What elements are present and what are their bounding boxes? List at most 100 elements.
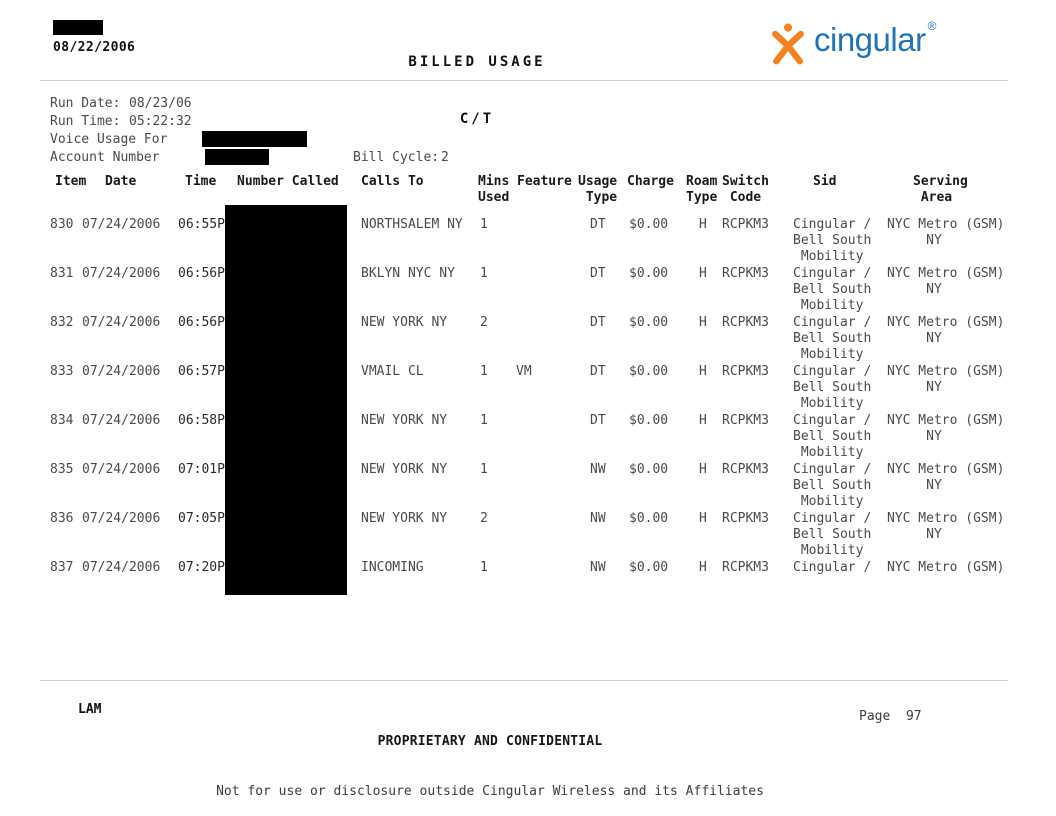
cell-roam-type: H [699, 266, 707, 281]
cell-usage-type: DT [590, 315, 606, 330]
report-date: 08/22/2006 [53, 40, 136, 55]
redaction-bar-header [53, 20, 103, 35]
cell-switch-code: RCPKM3 [722, 560, 769, 575]
cingular-logo: cingular ® [768, 18, 936, 66]
cell-sid: Cingular / Bell South Mobility [793, 511, 872, 558]
cell-calls-to: VMAIL CL [361, 364, 424, 379]
cell-mins-used: 1 [480, 413, 488, 428]
footer-initials: LAM [78, 702, 102, 717]
col-header-usage-type: Usage Type [578, 174, 618, 205]
cell-sid: Cingular / Bell South Mobility [793, 266, 872, 313]
bill-cycle-label: Bill Cycle: [353, 150, 440, 165]
cell-sid: Cingular / [793, 560, 872, 575]
cell-serving-area: NYC Metro (GSM) NY [887, 462, 1005, 493]
cell-time: 06:55P [178, 217, 225, 232]
col-header-calls-to: Calls To [361, 174, 424, 189]
cell-usage-type: NW [590, 462, 606, 477]
cell-mins-used: 2 [480, 315, 488, 330]
confidentiality-title: PROPRIETARY AND CONFIDENTIAL [377, 734, 603, 749]
cell-date: 07/24/2006 [82, 315, 161, 330]
cell-mins-used: 1 [480, 217, 488, 232]
cell-calls-to: BKLYN NYC NY [361, 266, 455, 281]
cell-calls-to: NEW YORK NY [361, 413, 448, 428]
confidentiality-line1: Not for use or disclosure outside Cingul… [216, 784, 764, 799]
cell-serving-area: NYC Metro (GSM) NY [887, 364, 1005, 395]
cell-calls-to: NEW YORK NY [361, 315, 448, 330]
col-header-mins-used: Mins Used [478, 174, 510, 205]
cell-switch-code: RCPKM3 [722, 413, 769, 428]
cell-time: 06:58P [178, 413, 225, 428]
report-title-line1: BILLED USAGE [408, 54, 546, 70]
run-time-value: 05:22:32 [129, 114, 192, 129]
cell-sid: Cingular / Bell South Mobility [793, 217, 872, 264]
cell-charge: $0.00 [629, 462, 669, 477]
run-time-label: Run Time: [50, 114, 121, 129]
cell-item: 832 [50, 315, 74, 330]
usage-table-row: 831 07/24/2006 06:56P BKLYN NYC NY 1 DT … [0, 266, 1056, 315]
cell-time: 07:20P [178, 560, 225, 575]
usage-table-row: 830 07/24/2006 06:55P NORTHSALEM NY 1 DT… [0, 217, 1056, 266]
cell-time: 06:56P [178, 315, 225, 330]
cell-item: 833 [50, 364, 74, 379]
cell-serving-area: NYC Metro (GSM) NY [887, 266, 1005, 297]
redaction-bar-voice-usage [202, 131, 307, 147]
cell-mins-used: 1 [480, 560, 488, 575]
page-number: Page 97 [859, 709, 922, 724]
cell-usage-type: NW [590, 511, 606, 526]
cell-roam-type: H [699, 364, 707, 379]
cell-date: 07/24/2006 [82, 413, 161, 428]
col-header-date: Date [105, 174, 137, 189]
usage-table-row: 835 07/24/2006 07:01P NEW YORK NY 1 NW $… [0, 462, 1056, 511]
redaction-block-number-called [225, 205, 347, 595]
cingular-wordmark: cingular [814, 21, 926, 58]
voice-usage-label: Voice Usage For [50, 132, 168, 147]
account-number-label: Account Number [50, 150, 160, 165]
cell-usage-type: DT [590, 266, 606, 281]
cell-item: 831 [50, 266, 74, 281]
usage-table-row: 834 07/24/2006 06:58P NEW YORK NY 1 DT $… [0, 413, 1056, 462]
cell-calls-to: NEW YORK NY [361, 511, 448, 526]
cell-sid: Cingular / Bell South Mobility [793, 462, 872, 509]
cell-item: 835 [50, 462, 74, 477]
usage-table-row: 837 07/24/2006 07:20P INCOMING 1 NW $0.0… [0, 560, 1056, 609]
cell-time: 06:57P [178, 364, 225, 379]
cell-time: 07:05P [178, 511, 225, 526]
usage-table-row: 832 07/24/2006 06:56P NEW YORK NY 2 DT $… [0, 315, 1056, 364]
cell-roam-type: H [699, 462, 707, 477]
confidentiality-notice: PROPRIETARY AND CONFIDENTIAL Not for use… [150, 702, 830, 816]
cell-mins-used: 1 [480, 462, 488, 477]
cell-usage-type: NW [590, 560, 606, 575]
usage-table-row: 836 07/24/2006 07:05P NEW YORK NY 2 NW $… [0, 511, 1056, 560]
cell-roam-type: H [699, 217, 707, 232]
cell-charge: $0.00 [629, 217, 669, 232]
redaction-bar-account-number [205, 149, 269, 165]
col-header-sid: Sid [813, 174, 837, 189]
cell-charge: $0.00 [629, 364, 669, 379]
usage-table-rows: 830 07/24/2006 06:55P NORTHSALEM NY 1 DT… [0, 217, 1056, 609]
footer-divider [40, 680, 1008, 681]
cell-roam-type: H [699, 511, 707, 526]
cell-calls-to: NEW YORK NY [361, 462, 448, 477]
cell-charge: $0.00 [629, 413, 669, 428]
cell-feature: VM [516, 364, 532, 379]
col-header-charge: Charge [627, 174, 674, 189]
cell-item: 837 [50, 560, 74, 575]
cell-calls-to: NORTHSALEM NY [361, 217, 463, 232]
registered-mark: ® [927, 19, 937, 33]
cell-serving-area: NYC Metro (GSM) NY [887, 511, 1005, 542]
cell-charge: $0.00 [629, 315, 669, 330]
cell-usage-type: DT [590, 217, 606, 232]
cell-charge: $0.00 [629, 266, 669, 281]
cell-switch-code: RCPKM3 [722, 462, 769, 477]
cell-date: 07/24/2006 [82, 462, 161, 477]
col-header-item: Item [55, 174, 87, 189]
cell-roam-type: H [699, 413, 707, 428]
cell-serving-area: NYC Metro (GSM) NY [887, 315, 1005, 346]
cell-date: 07/24/2006 [82, 560, 161, 575]
col-header-feature: Feature [517, 174, 572, 189]
col-header-time: Time [185, 174, 217, 189]
cell-date: 07/24/2006 [82, 217, 161, 232]
cell-time: 06:56P [178, 266, 225, 281]
cell-sid: Cingular / Bell South Mobility [793, 315, 872, 362]
